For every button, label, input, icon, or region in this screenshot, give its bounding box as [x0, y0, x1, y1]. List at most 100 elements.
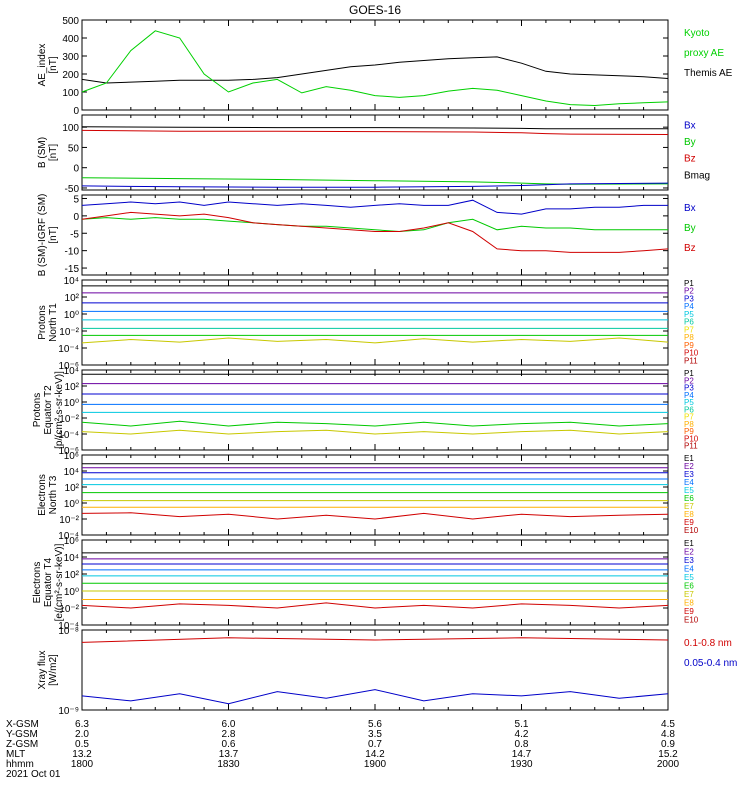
legend-label: E7 [684, 590, 694, 599]
time-axis-row-label: Z-GSM [6, 739, 38, 750]
legend-label: P5 [684, 310, 694, 319]
legend-label: P10 [684, 434, 699, 443]
y-axis-label: [p/(cm²-s-sr-keV)] [54, 371, 65, 449]
series-line [81, 429, 669, 435]
series-line [81, 30, 669, 107]
time-axis-row-label: Y-GSM [6, 729, 38, 740]
y-axis-label: B (SM)-IGRF (SM) [37, 194, 48, 277]
series-line [81, 602, 669, 609]
legend-label: E9 [684, 518, 694, 527]
time-axis-value: 0.5 [75, 739, 89, 750]
panel-frame [81, 369, 669, 451]
legend-label: P1 [684, 279, 694, 288]
legend-label: P10 [684, 349, 699, 358]
time-axis-value: 2000 [657, 759, 680, 770]
y-tick-label: 400 [62, 34, 79, 45]
legend-label: P2 [684, 376, 694, 385]
time-axis-value: 1930 [510, 759, 533, 770]
legend-label: E2 [684, 548, 694, 557]
panel-3: -15 -10 -5 0 5 B (SM)-IGRF (SM) [nT] Bx By Bz [37, 194, 696, 277]
y-tick-label: 10² [65, 382, 80, 393]
legend-label: E6 [684, 582, 694, 591]
y-axis-label: Equator T2 [43, 385, 54, 435]
y-tick-label: 10⁶ [64, 536, 79, 547]
time-axis-value: 13.7 [219, 749, 239, 760]
y-tick-label: 500 [62, 16, 79, 27]
y-axis-label: [nT] [48, 56, 59, 73]
series-line [81, 337, 669, 344]
y-axis-label: AE_index [37, 44, 48, 87]
y-axis-label: [e/(cm²-s-sr-keV)] [54, 543, 65, 621]
y-tick-label: 0 [73, 164, 79, 175]
legend-label: Bx [684, 203, 696, 214]
time-axis-row-label: X-GSM [6, 719, 39, 730]
legend-label: By [684, 137, 696, 148]
y-axis-label: Electrons [37, 474, 48, 516]
legend-label: Bx [684, 120, 696, 131]
legend-label: P6 [684, 318, 694, 327]
legend-label: E10 [684, 616, 699, 625]
legend-label: E5 [684, 573, 694, 582]
y-axis-label: Protons [32, 393, 43, 427]
panel-4: 10⁻⁶ 10⁻⁴ 10⁻² 10⁰ 10² 10⁴ Protons North T1 P1P2… [37, 276, 699, 372]
legend-label: E3 [684, 556, 694, 565]
panel-frame [81, 629, 669, 711]
time-axis-value: 2.0 [75, 729, 89, 740]
y-tick-label: 50 [68, 143, 80, 154]
y-tick-label: 10⁰ [64, 398, 79, 409]
legend-label: 0.05-0.4 nm [684, 658, 737, 669]
series-line [81, 637, 669, 643]
time-axis-value: 4.8 [661, 729, 675, 740]
time-axis-value: 4.5 [661, 719, 675, 730]
y-tick-label: 10⁴ [64, 276, 79, 287]
y-tick-label: 10⁻² [59, 604, 79, 615]
legend-label: P9 [684, 341, 694, 350]
y-tick-label: 10⁴ [64, 553, 79, 564]
legend-label: Bz [684, 154, 696, 165]
y-tick-label: 100 [62, 88, 79, 99]
legend-label: E1 [684, 539, 694, 548]
y-tick-label: 10⁰ [64, 499, 79, 510]
time-axis-value: 6.3 [75, 719, 89, 730]
time-axis-row-label: hhmm [6, 759, 34, 770]
y-axis-label: Xray flux [37, 651, 48, 690]
legend-label: E5 [684, 486, 694, 495]
legend-label: P5 [684, 398, 694, 407]
legend-label: P9 [684, 427, 694, 436]
y-tick-label: -15 [65, 264, 80, 275]
legend-label: E9 [684, 607, 694, 616]
series-line [81, 199, 668, 215]
time-axis-value: 5.6 [368, 719, 382, 730]
y-tick-label: 10⁴ [64, 366, 79, 377]
y-tick-label: 10⁰ [64, 310, 79, 321]
time-axis-value: 0.8 [515, 739, 529, 750]
y-tick-label: 10⁻⁴ [58, 531, 79, 542]
series-line [81, 182, 669, 188]
time-axis-value: 0.9 [661, 739, 675, 750]
y-tick-label: 10⁻⁸ [58, 626, 79, 637]
time-axis-value: 4.2 [515, 729, 529, 740]
time-axis-value: 13.2 [72, 749, 92, 760]
legend-label: Kyoto [684, 28, 710, 39]
y-tick-label: 10² [65, 293, 80, 304]
legend-label: E8 [684, 510, 694, 519]
time-axis-value: 1830 [217, 759, 240, 770]
legend-label: P11 [684, 356, 698, 365]
series-line [81, 126, 668, 130]
y-axis-label: [W/m2] [48, 654, 59, 686]
figure-title: GOES-16 [349, 3, 401, 17]
y-tick-label: 10⁻⁴ [58, 344, 79, 355]
y-tick-label: 10² [65, 570, 80, 581]
y-tick-label: 10⁻² [59, 414, 79, 425]
legend-label: E3 [684, 470, 694, 479]
y-axis-label: Equator T4 [43, 557, 54, 607]
legend-label: Bmag [684, 170, 710, 181]
y-axis-label: B (SM) [37, 137, 48, 168]
series-line [81, 689, 669, 705]
legend-label: Bz [684, 243, 696, 254]
legend-label: P4 [684, 391, 694, 400]
y-tick-label: 10⁴ [64, 467, 79, 478]
panel-5: 10⁻⁶ 10⁻⁴ 10⁻² 10⁰ 10² 10⁴ Protons Equator T2 [p… [32, 366, 699, 457]
y-tick-label: 10⁻⁶ [58, 446, 79, 457]
